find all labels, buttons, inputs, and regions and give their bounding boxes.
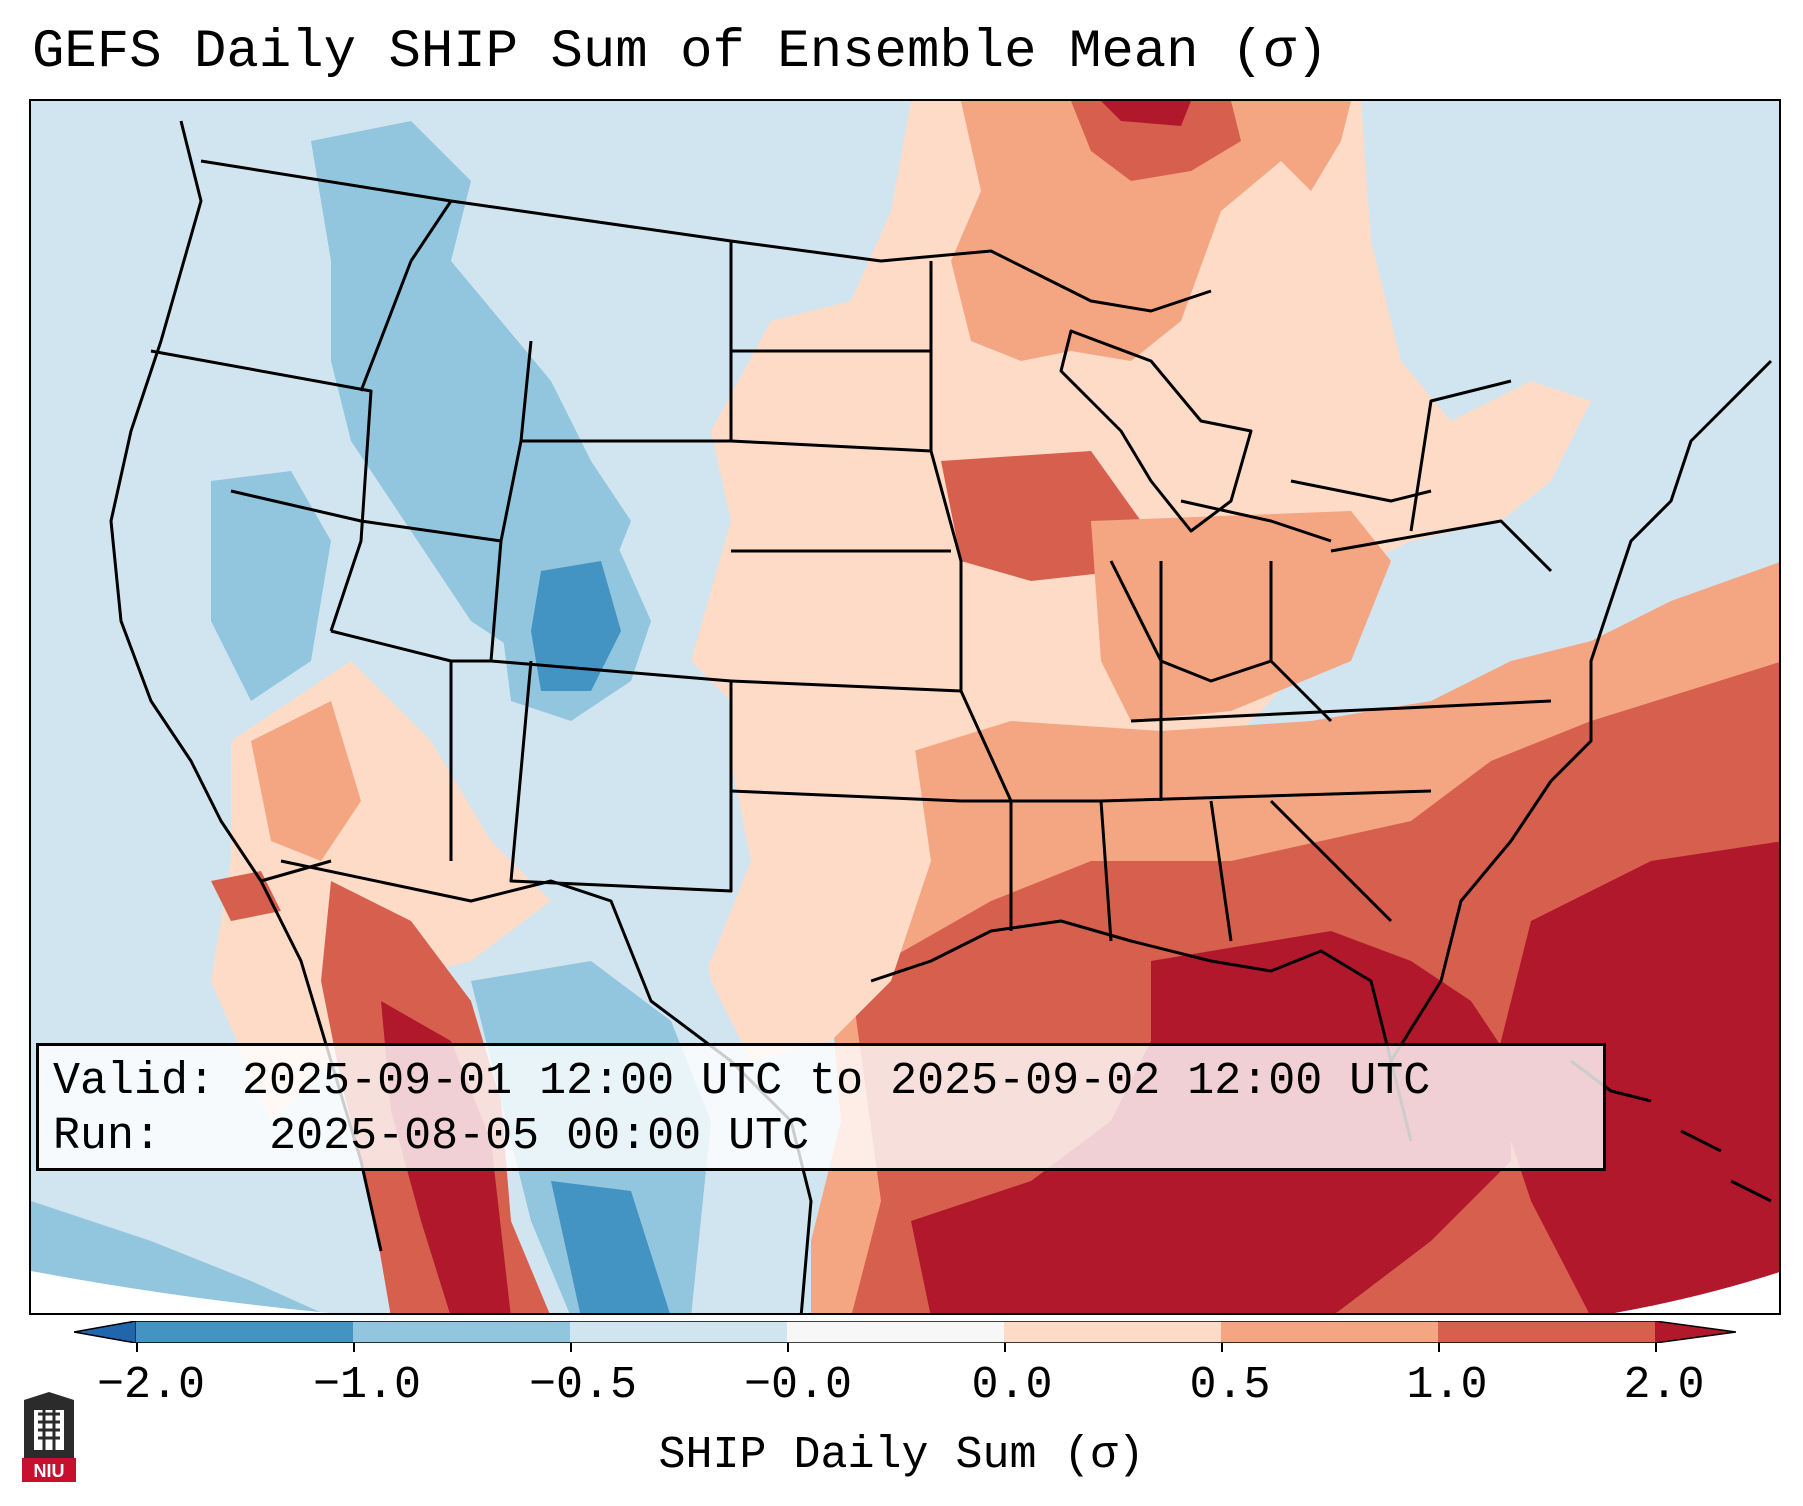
anomaly-southwest: [251, 701, 361, 861]
colorbar-tick: [353, 1343, 355, 1352]
logo-text: NIU: [34, 1461, 65, 1481]
anomaly-neutral-texas: [611, 741, 751, 981]
colorbar-extend-high: [1655, 1321, 1736, 1343]
projection-edge-right: [1614, 1272, 1779, 1313]
state-borders-west: [150, 200, 733, 893]
colorbar-extend-low: [74, 1321, 137, 1343]
anomaly-mid-north: [951, 101, 1351, 361]
niu-logo: NIU: [22, 1392, 76, 1482]
state-borders-plains: [729, 241, 1113, 942]
valid-row: Valid: 2025-09-01 12:00 UTC to 2025-09-0…: [53, 1054, 1603, 1109]
anomaly-pale-north: [691, 101, 1591, 841]
gulf-coast: [870, 919, 1413, 1142]
colorbar-tick: [1221, 1343, 1223, 1352]
state-borders-east: [1100, 379, 1553, 942]
colorbar-label: SHIP Daily Sum (σ): [658, 1430, 1145, 1481]
colorbar-tick: [1438, 1343, 1440, 1352]
atlantic-coast: [1389, 359, 1773, 1062]
colorbar-tick: [136, 1343, 138, 1352]
colorbar-segment-1: [136, 1321, 353, 1343]
anomaly-atlantic-darkest: [1491, 841, 1779, 1313]
colorbar-tick: [1004, 1343, 1006, 1352]
political-boundaries: [109, 120, 1773, 1313]
anomaly-cool-nevada: [211, 471, 331, 701]
colorbar-tick-label: 2.0: [1623, 1360, 1705, 1411]
us-west-coast: [109, 120, 383, 1252]
valid-run-info-box: Valid: 2025-09-01 12:00 UTC to 2025-09-0…: [36, 1043, 1606, 1171]
colorbar-tick: [787, 1343, 789, 1352]
anomaly-colorado-core: [531, 561, 621, 691]
colorbar-segment-6: [1221, 1321, 1438, 1343]
anomaly-iowa: [941, 451, 1141, 581]
run-value: 2025-08-05 00:00 UTC: [269, 1111, 810, 1162]
colorbar-tick-label: −1.0: [312, 1360, 422, 1411]
valid-value: 2025-09-01 12:00 UTC to 2025-09-02 12:00…: [242, 1056, 1431, 1107]
run-label: Run:: [53, 1111, 162, 1162]
colorbar-tick-label: −2.0: [96, 1360, 206, 1411]
colorbar-tick-label: 0.5: [1189, 1360, 1271, 1411]
colorbar-segment-4: [787, 1321, 1004, 1343]
colorbar-segment-5: [1004, 1321, 1221, 1343]
canada-border: [200, 159, 1212, 313]
colorbar-tick: [570, 1343, 572, 1352]
anomaly-mexico-core: [551, 1181, 670, 1313]
mexico-border: [280, 859, 813, 1313]
colorbar-segment-3: [570, 1321, 787, 1343]
colorbar-tick-label: −0.0: [743, 1360, 853, 1411]
colorbar-segment-7: [1438, 1321, 1655, 1343]
colorbar-tick-label: 0.0: [971, 1360, 1053, 1411]
anomaly-darkest-north: [1101, 101, 1191, 126]
colorbar-tick: [1655, 1343, 1657, 1352]
colorbar-ticks: [0, 1343, 1803, 1353]
projection-edge-left: [31, 1271, 329, 1313]
valid-label: Valid:: [53, 1056, 216, 1107]
colorbar: [74, 1321, 1736, 1343]
great-lakes: [1059, 329, 1432, 543]
anomaly-ohio-valley: [1091, 511, 1391, 721]
colorbar-tick-label: −0.5: [528, 1360, 638, 1411]
run-row: Run: 2025-08-05 00:00 UTC: [53, 1109, 1603, 1164]
anomaly-strong-north: [1071, 101, 1241, 181]
colorbar-segment-2: [353, 1321, 570, 1343]
anomaly-cool-northwest: [311, 121, 631, 661]
map-title: GEFS Daily SHIP Sum of Ensemble Mean (σ): [32, 22, 1329, 83]
anomaly-texas-pale: [691, 661, 931, 1061]
colorbar-tick-label: 1.0: [1406, 1360, 1488, 1411]
